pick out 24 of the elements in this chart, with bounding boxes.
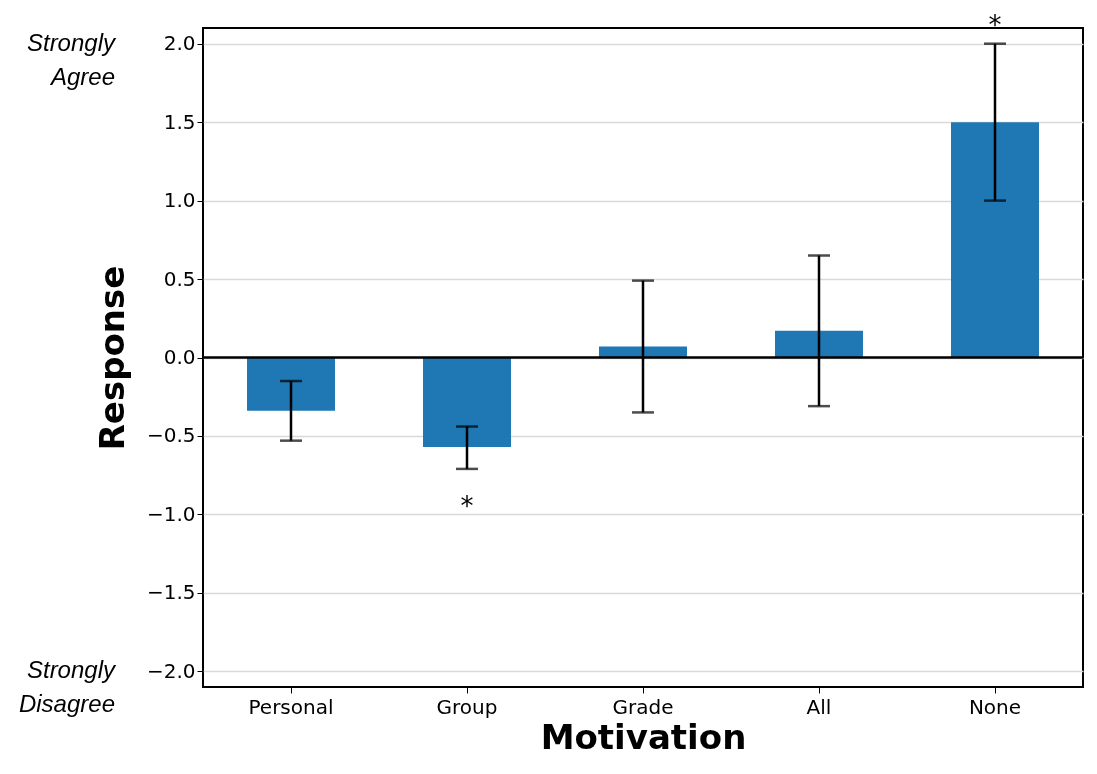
x-tick-label: None	[968, 694, 1022, 719]
y-tick-label: 2.0	[163, 31, 196, 56]
y-axis-title: Response	[91, 265, 132, 451]
x-tick-label: Personal	[248, 694, 334, 719]
x-axis-title: Motivation	[540, 716, 747, 757]
bar	[775, 330, 863, 358]
y-tick-label: 1.5	[163, 109, 196, 134]
x-tick-label: Group	[436, 694, 498, 719]
bar	[423, 357, 511, 447]
y-tick-label: 0.0	[163, 345, 196, 369]
x-tick-label: Grade	[612, 694, 674, 719]
y-tick-label: −1.0	[146, 501, 196, 526]
y-tick-label: 1.0	[163, 188, 196, 213]
annotation: *	[988, 9, 1002, 40]
y-tick-label: −1.5	[146, 580, 196, 605]
y-tick-label: −0.5	[146, 423, 196, 448]
annotation: *	[460, 490, 474, 521]
x-tick-label: All	[806, 694, 832, 719]
y-tick-label: 0.5	[163, 266, 196, 291]
text: Strongly Agree	[26, 28, 117, 90]
text: Strongly Disagree	[18, 656, 117, 718]
bar	[247, 357, 335, 411]
y-tick-label: −2.0	[146, 658, 196, 683]
bar	[951, 122, 1039, 358]
